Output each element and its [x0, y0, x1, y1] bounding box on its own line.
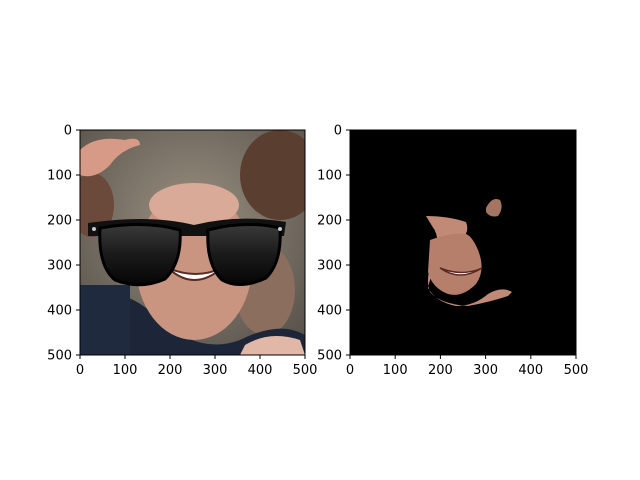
- axes-frame-left: [79, 129, 306, 356]
- x-tick-label-left-3: 300: [203, 363, 228, 378]
- y-tick-label-left-1: 100: [47, 169, 72, 184]
- y-tick-label-right-1: 100: [317, 169, 342, 184]
- y-tick-label-left-3: 300: [47, 259, 72, 274]
- background-person-right: [240, 130, 305, 220]
- x-tick-label-left-4: 400: [248, 363, 273, 378]
- hand-bottom: [240, 336, 305, 355]
- x-tick-label-right-4: 400: [518, 363, 543, 378]
- y-tick-label-right-5: 500: [317, 349, 342, 364]
- y-tick-label-right-3: 300: [317, 259, 342, 274]
- x-tick-label-right-0: 0: [346, 363, 354, 378]
- visible-smile: [439, 267, 483, 276]
- y-tick-label-right-4: 400: [317, 304, 342, 319]
- x-tick-label-left-0: 0: [76, 363, 84, 378]
- axes-right: 0 100 200 300 400 500 0 100 200 300 400 500: [317, 124, 588, 379]
- visible-skin-top: [486, 199, 502, 217]
- x-tick-label-right-5: 500: [564, 363, 589, 378]
- x-tick-label-right-1: 100: [383, 363, 408, 378]
- y-tick-label-right-2: 200: [317, 214, 342, 229]
- photo-image: [80, 130, 305, 355]
- jacket: [80, 293, 305, 355]
- y-tick-label-left-0: 0: [64, 124, 72, 139]
- y-tick-label-right-0: 0: [334, 124, 342, 139]
- x-tick-label-left-1: 100: [113, 363, 138, 378]
- raised-hand: [80, 138, 140, 177]
- sunglasses: [88, 218, 286, 287]
- y-tick-label-left-5: 500: [47, 349, 72, 364]
- y-tick-label-left-4: 400: [47, 304, 72, 319]
- x-tick-label-right-3: 300: [473, 363, 498, 378]
- x-tick-label-left-2: 200: [158, 363, 183, 378]
- axes-left: 0 100 200 300 400 500 0 100 200 300 400 500: [47, 124, 317, 379]
- y-tick-label-left-2: 200: [47, 214, 72, 229]
- x-tick-label-left-5: 500: [293, 363, 318, 378]
- masked-image: [350, 130, 576, 355]
- axes-frame-right: [349, 129, 577, 356]
- x-tick-label-right-2: 200: [428, 363, 453, 378]
